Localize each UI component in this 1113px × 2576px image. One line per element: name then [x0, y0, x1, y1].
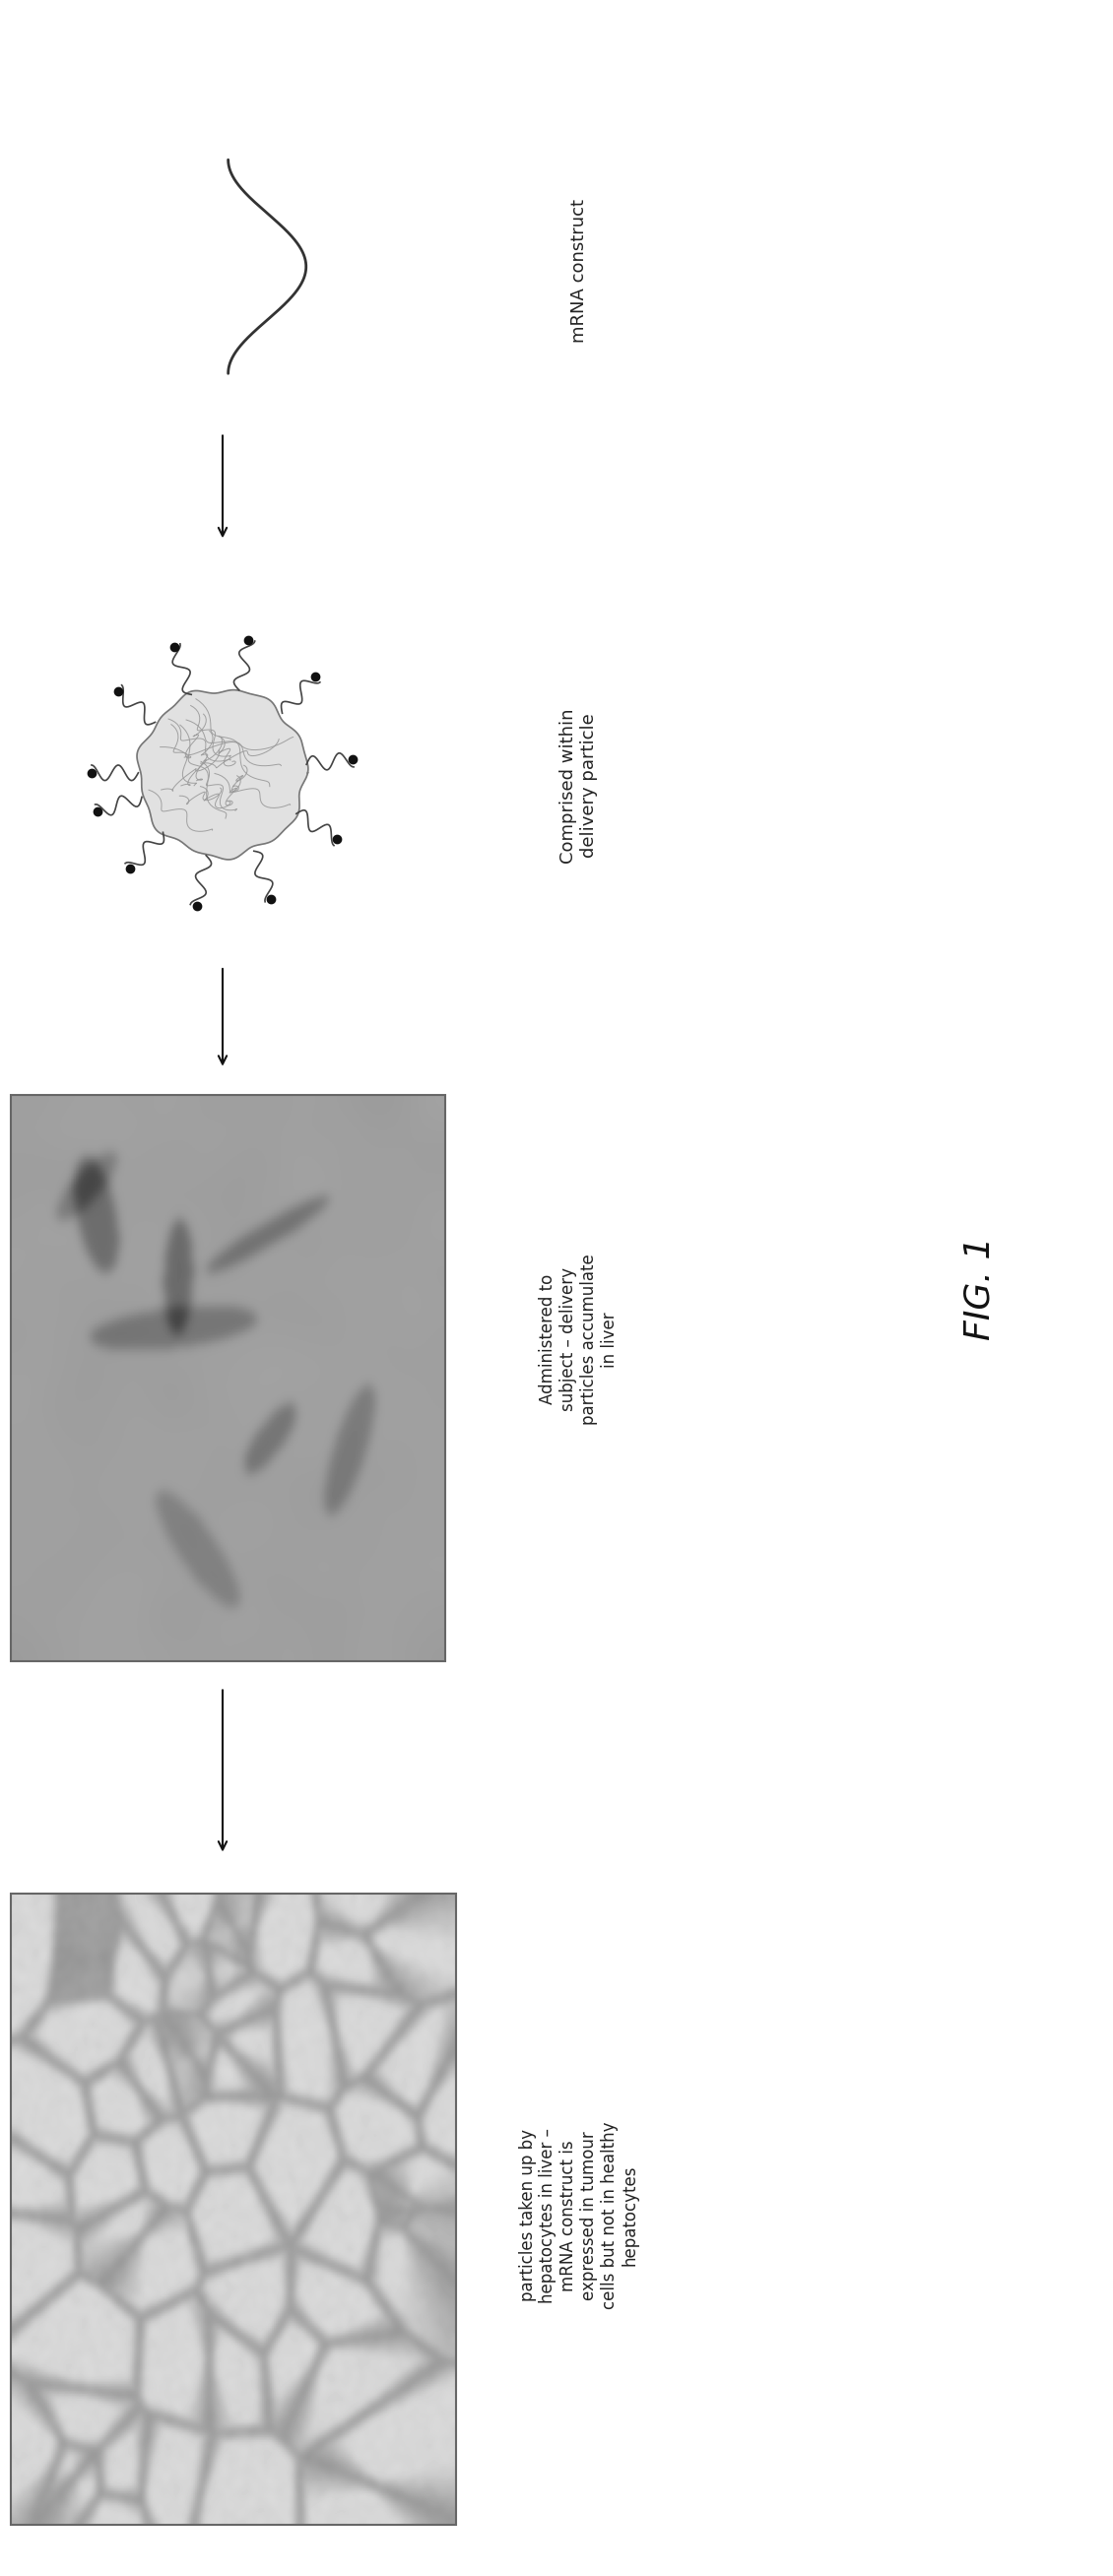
Text: Administered to
subject – delivery
particles accumulate
in liver: Administered to subject – delivery parti… [539, 1255, 619, 1425]
Polygon shape [137, 690, 308, 860]
Text: mRNA construct: mRNA construct [570, 198, 588, 343]
Text: Comprised within
delivery particle: Comprised within delivery particle [560, 708, 598, 863]
Bar [11, 1095, 445, 1662]
Bar [11, 1893, 456, 2524]
Text: FIG. 1: FIG. 1 [963, 1236, 996, 1340]
Text: particles taken up by
hepatocytes in liver –
mRNA construct is
expressed in tumo: particles taken up by hepatocytes in liv… [519, 2123, 639, 2308]
